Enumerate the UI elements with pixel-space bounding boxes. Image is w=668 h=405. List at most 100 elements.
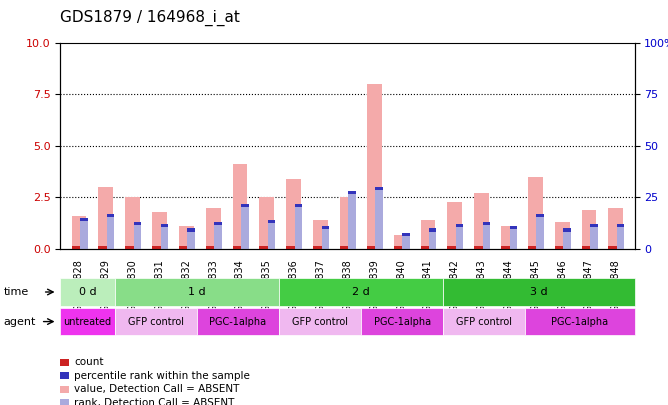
Bar <box>214 222 222 249</box>
Bar <box>295 204 302 249</box>
Bar <box>71 246 86 249</box>
Bar <box>241 204 248 207</box>
Text: 3 d: 3 d <box>530 287 548 297</box>
Bar <box>349 191 356 194</box>
Bar <box>483 222 490 249</box>
Text: 2 d: 2 d <box>352 287 370 297</box>
Text: PGC-1alpha: PGC-1alpha <box>209 317 267 326</box>
Bar <box>259 198 274 249</box>
Text: rank, Detection Call = ABSENT: rank, Detection Call = ABSENT <box>74 398 234 405</box>
Bar <box>187 228 195 232</box>
Bar <box>510 226 517 249</box>
Bar <box>321 226 329 230</box>
Bar <box>152 246 167 249</box>
Bar <box>241 204 248 249</box>
Bar <box>268 220 275 249</box>
Bar <box>483 222 490 225</box>
Bar <box>98 246 113 249</box>
Bar <box>321 226 329 249</box>
Bar <box>232 246 247 249</box>
Bar <box>402 232 409 236</box>
Text: 1 d: 1 d <box>188 287 206 297</box>
Bar <box>287 179 301 249</box>
Text: value, Detection Call = ABSENT: value, Detection Call = ABSENT <box>74 384 240 394</box>
Bar <box>367 246 381 249</box>
Bar <box>80 218 88 249</box>
Bar <box>125 246 140 249</box>
Bar <box>456 224 464 227</box>
Bar <box>402 232 409 249</box>
Bar <box>295 204 302 207</box>
Bar <box>259 246 274 249</box>
Bar <box>107 214 114 217</box>
Bar <box>528 246 542 249</box>
Text: GFP control: GFP control <box>128 317 184 326</box>
Bar <box>421 220 436 249</box>
Text: percentile rank within the sample: percentile rank within the sample <box>74 371 250 381</box>
Bar <box>375 187 383 190</box>
Bar <box>107 214 114 249</box>
Bar <box>563 228 570 249</box>
Bar <box>456 224 464 249</box>
Text: GDS1879 / 164968_i_at: GDS1879 / 164968_i_at <box>60 10 240 26</box>
Bar <box>214 222 222 225</box>
Bar <box>501 246 516 249</box>
Text: GFP control: GFP control <box>292 317 348 326</box>
Bar <box>367 84 381 249</box>
Bar <box>349 191 356 249</box>
Text: GFP control: GFP control <box>456 317 512 326</box>
Bar <box>510 226 517 230</box>
Bar <box>609 208 623 249</box>
Bar <box>160 224 168 249</box>
Bar <box>80 218 88 221</box>
Bar <box>421 246 436 249</box>
Bar <box>474 246 489 249</box>
Bar <box>536 214 544 217</box>
Bar <box>179 226 194 249</box>
Text: agent: agent <box>3 317 35 326</box>
Bar <box>429 228 436 249</box>
Bar <box>617 224 625 249</box>
Bar <box>501 226 516 249</box>
Bar <box>554 246 570 249</box>
Bar <box>179 246 194 249</box>
Bar <box>160 224 168 227</box>
Bar <box>582 246 597 249</box>
Bar <box>536 214 544 249</box>
Bar <box>206 246 220 249</box>
Bar <box>313 246 328 249</box>
Bar <box>563 228 570 232</box>
Bar <box>206 208 220 249</box>
Bar <box>609 246 623 249</box>
Bar <box>582 210 597 249</box>
Text: time: time <box>3 287 29 297</box>
Bar <box>187 228 195 249</box>
Bar <box>554 222 570 249</box>
Bar <box>393 246 408 249</box>
Text: PGC-1alpha: PGC-1alpha <box>551 317 609 326</box>
Bar <box>134 222 141 249</box>
Bar <box>71 216 86 249</box>
Bar <box>429 228 436 232</box>
Bar <box>125 198 140 249</box>
Bar <box>152 212 167 249</box>
Text: 0 d: 0 d <box>79 287 96 297</box>
Bar <box>393 234 408 249</box>
Bar <box>232 164 247 249</box>
Bar <box>287 246 301 249</box>
Text: PGC-1alpha: PGC-1alpha <box>373 317 431 326</box>
Bar <box>134 222 141 225</box>
Bar <box>340 198 355 249</box>
Bar <box>590 224 598 227</box>
Bar <box>268 220 275 223</box>
Bar <box>590 224 598 249</box>
Bar <box>448 246 462 249</box>
Text: untreated: untreated <box>63 317 112 326</box>
Bar <box>98 187 113 249</box>
Text: count: count <box>74 358 104 367</box>
Bar <box>528 177 542 249</box>
Bar <box>375 187 383 249</box>
Bar <box>617 224 625 227</box>
Bar <box>313 220 328 249</box>
Bar <box>474 193 489 249</box>
